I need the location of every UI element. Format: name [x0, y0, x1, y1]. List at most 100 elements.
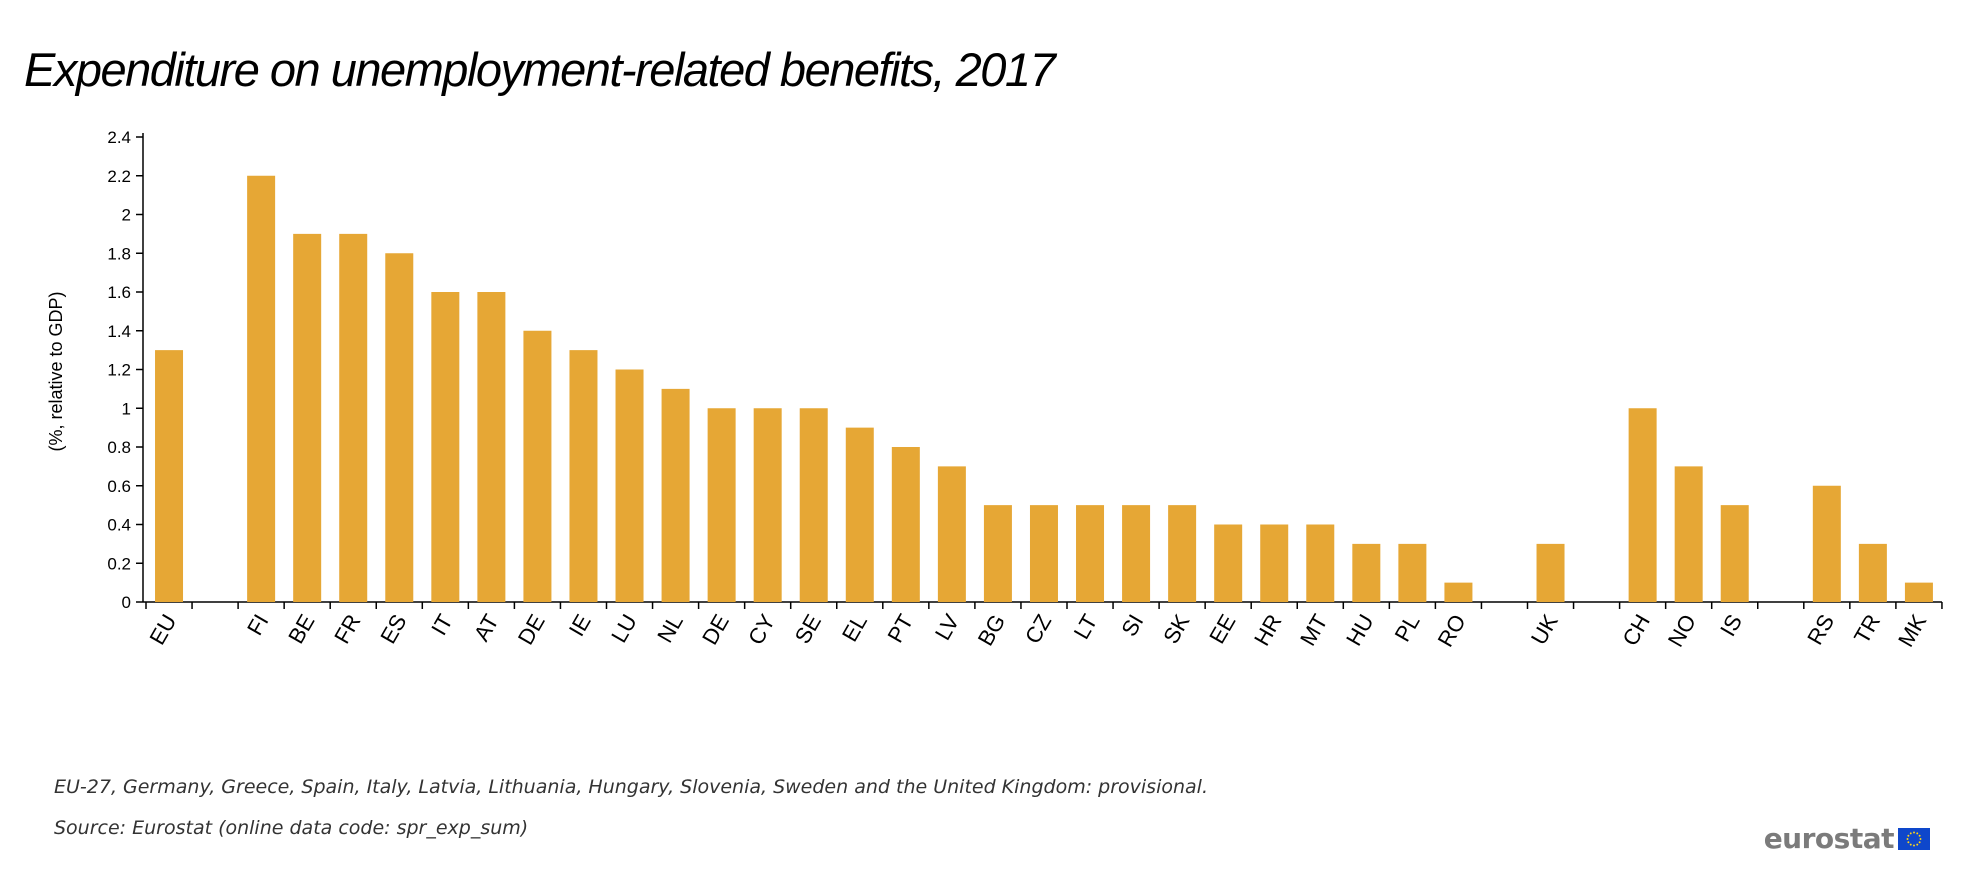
source-note: Source: Eurostat (online data code: spr_…	[54, 817, 529, 839]
x-tick-label: SE	[790, 610, 826, 648]
y-tick-label: 1.6	[107, 283, 131, 302]
bar-nl	[661, 388, 690, 602]
provisional-note: EU-27, Germany, Greece, Spain, Italy, La…	[54, 776, 1208, 798]
y-tick-label: 0.8	[107, 438, 131, 457]
bar-tr	[1858, 543, 1887, 602]
y-tick-label: 1	[122, 399, 131, 418]
x-tick-label: CY	[743, 610, 780, 649]
bar-pt	[891, 447, 920, 602]
x-tick-label: MK	[1893, 610, 1931, 651]
bar-ch	[1628, 408, 1657, 602]
x-tick-label: EE	[1204, 610, 1240, 648]
bar-cz	[1029, 505, 1058, 602]
bar-bg	[983, 505, 1012, 602]
x-tick-label: NL	[652, 610, 688, 647]
bar-be	[293, 233, 322, 602]
bar-de	[707, 408, 736, 602]
x-tick-label: SK	[1158, 610, 1194, 648]
x-tick-label: FI	[242, 610, 273, 639]
bar-ee	[1214, 524, 1243, 602]
bar-fr	[339, 233, 368, 602]
x-tick-label: BE	[283, 610, 319, 648]
bar-ie	[569, 350, 598, 602]
bar-fi	[247, 175, 276, 602]
bar-no	[1674, 466, 1703, 602]
x-tick-label: IE	[564, 610, 596, 641]
y-tick-label: 0	[122, 593, 131, 612]
x-tick-label: EU	[144, 610, 181, 649]
flag-star	[1909, 831, 1912, 834]
x-tick-label: DE	[513, 610, 550, 649]
y-tick-label: 0.4	[107, 516, 131, 535]
bar-pl	[1398, 543, 1427, 602]
x-tick-label: NO	[1663, 610, 1701, 651]
flag-star	[1918, 840, 1921, 843]
x-tick-label: ES	[375, 610, 411, 648]
flag-star	[1916, 843, 1919, 846]
bar-si	[1122, 505, 1151, 602]
x-tick-label: PT	[882, 610, 918, 647]
bar-sk	[1168, 505, 1197, 602]
x-tick-label: MT	[1295, 610, 1333, 650]
y-tick-label: 2.2	[107, 167, 131, 186]
bar-eu	[155, 350, 184, 602]
bar-el	[845, 427, 874, 602]
x-tick-label: UK	[1526, 610, 1563, 649]
flag-star	[1919, 837, 1922, 840]
flag-star	[1913, 844, 1915, 846]
bar-ro	[1444, 582, 1473, 602]
flag-star	[1918, 834, 1921, 837]
x-tick-label: LU	[606, 610, 642, 647]
flag-star	[1906, 837, 1909, 840]
bar-se	[799, 408, 828, 602]
bar-rs	[1812, 485, 1841, 602]
x-tick-label: LT	[1069, 610, 1103, 643]
x-tick-label: IT	[426, 610, 457, 639]
y-tick-label: 0.2	[107, 554, 131, 573]
x-tick-label: CH	[1617, 610, 1655, 650]
x-tick-label: AT	[469, 610, 504, 645]
x-tick-label: SI	[1116, 610, 1148, 641]
bar-is	[1720, 505, 1749, 602]
x-tick-label: HR	[1249, 610, 1287, 650]
x-tick-label: LV	[930, 610, 964, 645]
bar-hr	[1260, 524, 1289, 602]
x-tick-label: RS	[1802, 610, 1839, 649]
x-tick-label: EL	[837, 610, 872, 646]
x-tick-label: RO	[1433, 610, 1471, 651]
flag-star	[1907, 834, 1910, 837]
eurostat-logo: eurostat	[1764, 822, 1930, 855]
flag-star	[1913, 831, 1915, 833]
bar-uk	[1536, 543, 1565, 602]
bar-es	[385, 253, 414, 602]
bar-hu	[1352, 543, 1381, 602]
x-tick-label: PL	[1390, 610, 1425, 646]
y-axis-title: (%, relative to GDP)	[46, 291, 66, 451]
bar-lt	[1076, 505, 1105, 602]
y-tick-label: 1.8	[107, 244, 131, 263]
bar-cy	[753, 408, 782, 602]
flag-star	[1907, 840, 1910, 843]
x-tick-label: TR	[1849, 610, 1885, 648]
x-tick-label: FR	[329, 610, 365, 648]
bar-lv	[937, 466, 966, 602]
chart-title: Expenditure on unemployment-related bene…	[24, 43, 1056, 96]
x-tick-label: DE	[697, 610, 734, 649]
eu-flag-icon	[1898, 827, 1930, 850]
bar-at	[477, 292, 506, 602]
y-tick-label: 1.2	[107, 361, 131, 380]
eurostat-wordmark: eurostat	[1763, 822, 1895, 855]
y-tick-label: 2.4	[107, 128, 131, 147]
flag-star	[1916, 831, 1919, 834]
flag-star	[1909, 843, 1912, 846]
bar-mt	[1306, 524, 1335, 602]
bar-it	[431, 292, 460, 602]
bar-lu	[615, 369, 644, 602]
x-tick-label: HU	[1341, 610, 1379, 650]
x-tick-label: IS	[1715, 610, 1747, 641]
y-tick-label: 0.6	[107, 477, 131, 496]
bar-chart: 0 0.2 0.4 0.6 0.8 1 1.2 1.4 1.6 1.8 2 2.2 2.4 (%, rel…	[46, 128, 1943, 651]
y-tick-label: 1.4	[107, 322, 131, 341]
x-tick-label: CZ	[1020, 610, 1056, 648]
